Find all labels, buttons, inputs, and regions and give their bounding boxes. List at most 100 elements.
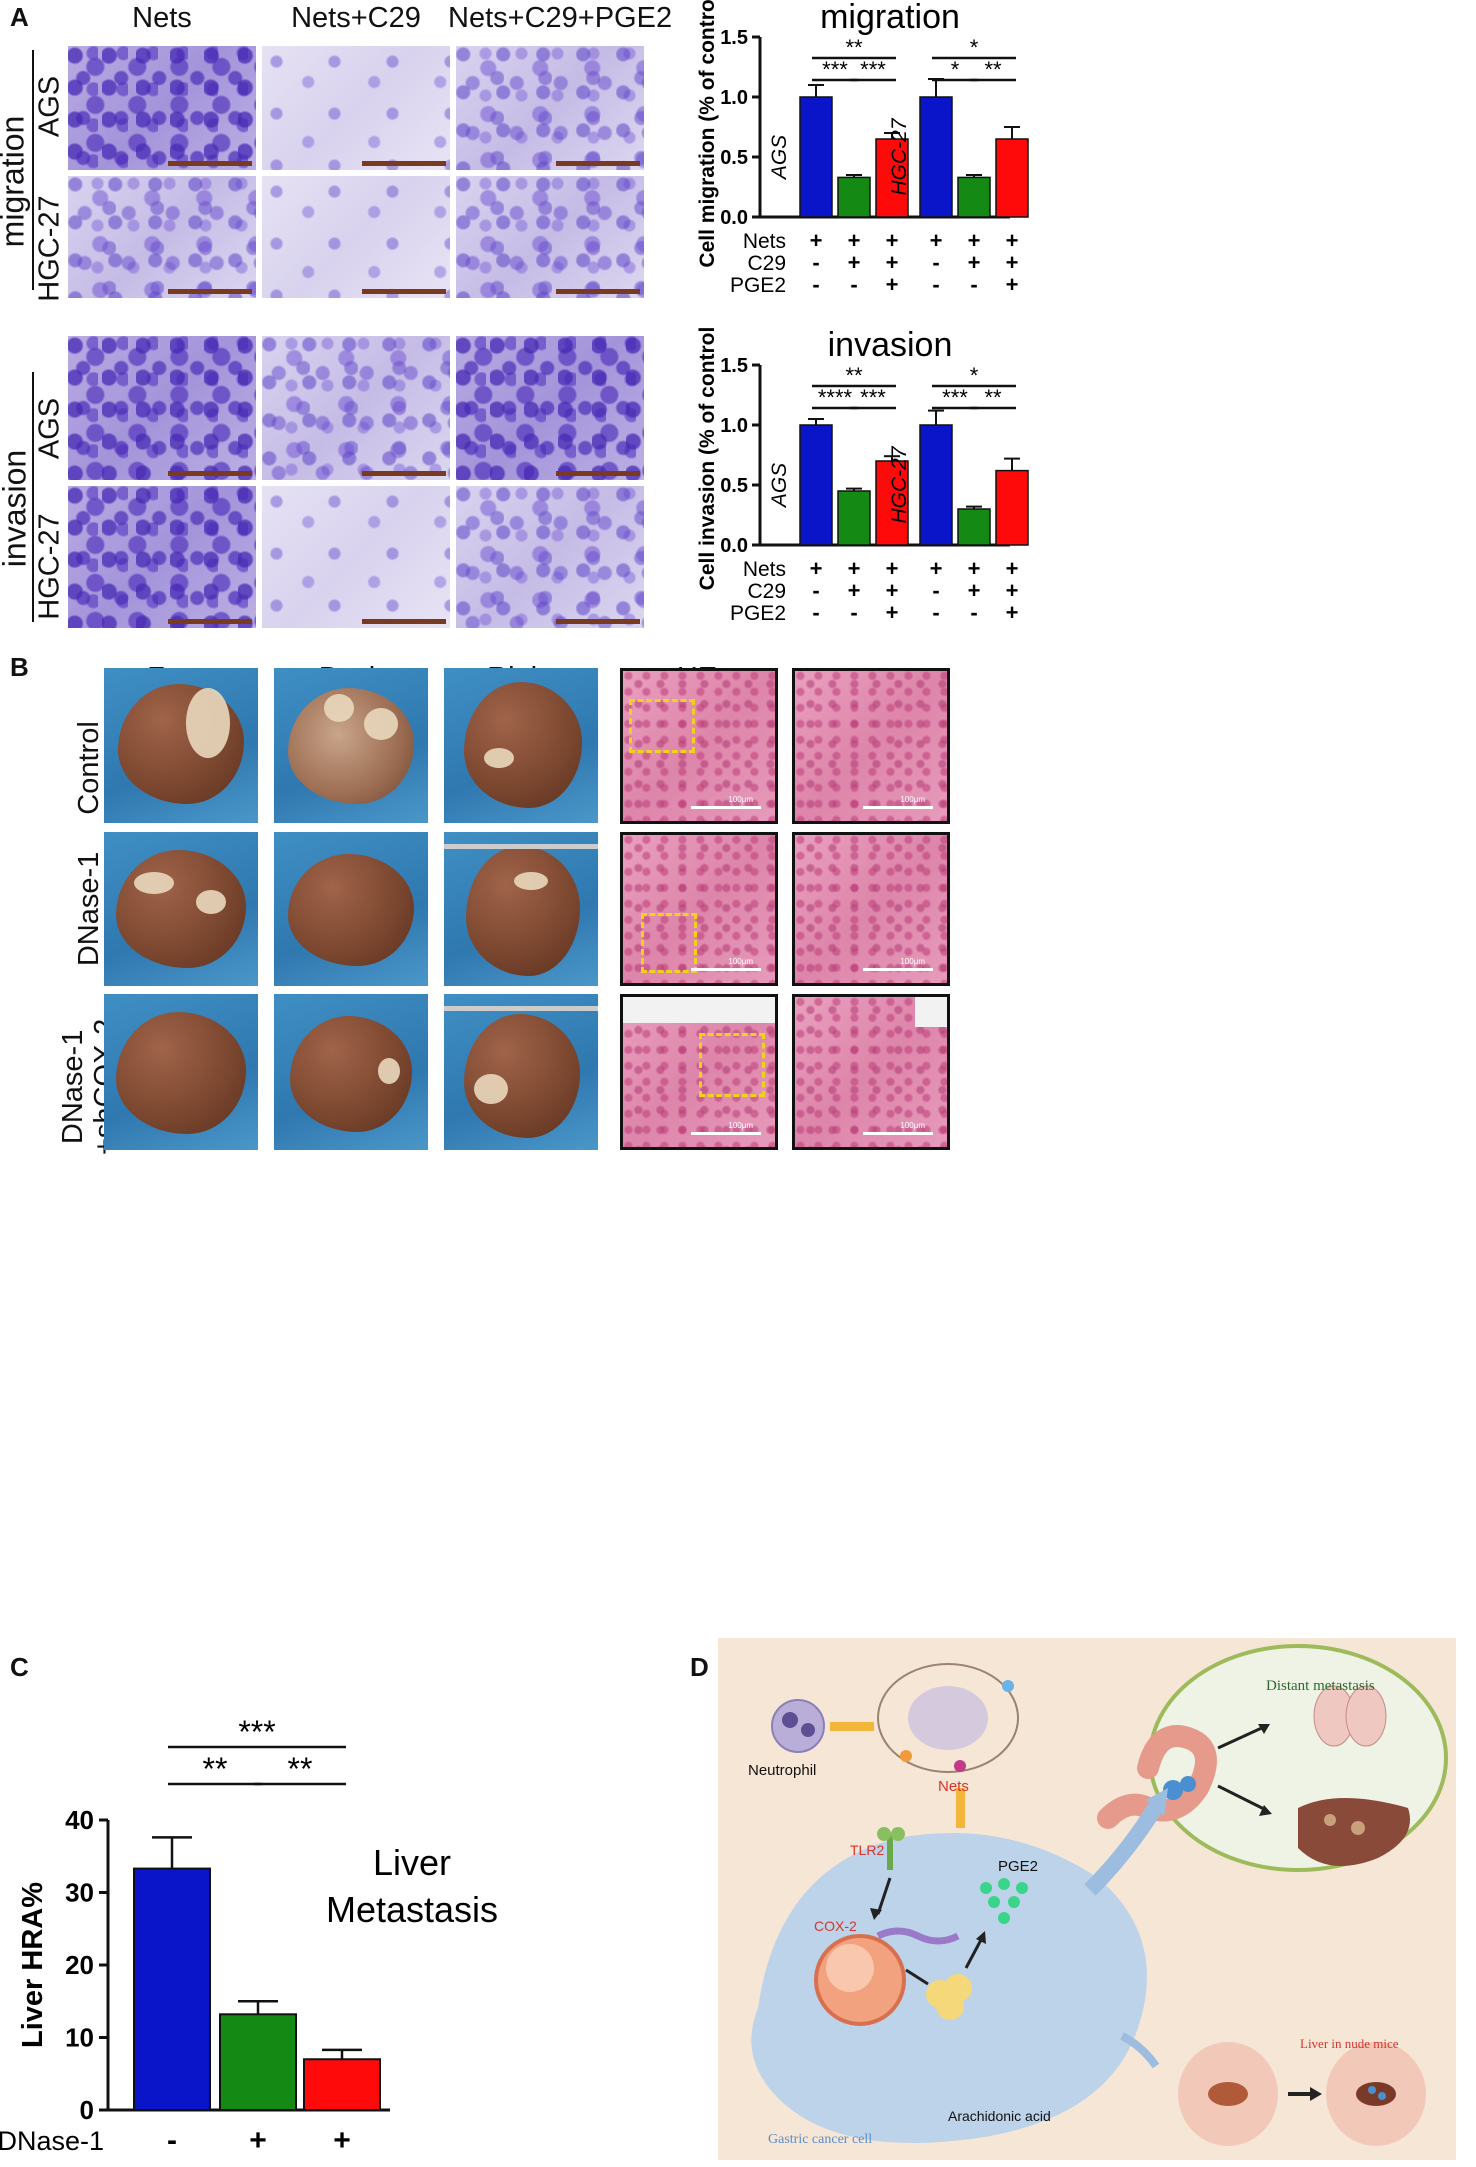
significance-stars: ** [845, 35, 863, 60]
scale-text: 100μm [900, 1121, 925, 1130]
treatment-sign: - [850, 600, 857, 625]
group-label-migration: migration [0, 115, 31, 248]
bar [995, 138, 1029, 218]
annotation-liver: Liver [373, 1842, 451, 1883]
panel-b-letter: B [10, 652, 29, 682]
significance-stars: * [970, 35, 979, 60]
significance-stars: ** [288, 1751, 313, 1787]
treatment-label: C29 [747, 252, 786, 275]
bar [957, 176, 991, 218]
arrow-to-lungs [1217, 1724, 1267, 1750]
significance-stars: *** [860, 57, 886, 82]
label-distant-metastasis: Distant metastasis [1266, 1678, 1375, 1694]
treatment-sign: + [886, 250, 899, 275]
micrograph-invasion-hgc27-nets [68, 486, 256, 628]
y-tick-label: 1.0 [720, 415, 748, 437]
label-neutrophil: Neutrophil [748, 1762, 817, 1779]
treatment-sign: + [968, 578, 981, 603]
liver-photo-control-right [444, 668, 598, 823]
he-image-dnase1-low: 100μm [620, 832, 778, 986]
y-tick-label: 0 [80, 2095, 94, 2125]
y-tick-label: 30 [65, 1878, 94, 1908]
bar [799, 424, 833, 546]
treatment-label: Nets [743, 558, 786, 581]
treatment-sign: + [1006, 228, 1019, 253]
treatment-sign: + [249, 2124, 267, 2157]
scale-text: 100μm [728, 1121, 753, 1130]
treatment-sign: + [886, 600, 899, 625]
cell-line-ags-invasion: AGS [33, 397, 66, 460]
treatment-sign: + [886, 228, 899, 253]
liver-photo-dnase1-right [444, 832, 598, 986]
label-liver-nude-mice: Liver in nude mice [1300, 2036, 1399, 2051]
arrow-to-liver [1217, 1784, 1267, 1812]
micrograph-migration-hgc27-nets [68, 176, 256, 298]
annotation-metastasis: Metastasis [326, 1889, 498, 1930]
significance-stars: * [970, 363, 979, 388]
col-header-nets: Nets [132, 2, 192, 34]
micrograph-invasion-ags-c29 [262, 336, 450, 480]
treatment-sign: + [1006, 272, 1019, 297]
scale-text: 100μm [900, 795, 925, 804]
y-tick-label: 10 [65, 2023, 94, 2053]
significance-stars: *** [822, 57, 848, 82]
bar [957, 508, 991, 546]
group-bracket-invasion [32, 372, 34, 622]
treatment-sign: + [333, 2162, 351, 2167]
bar [837, 176, 871, 218]
chart-liver: Liver HRA%010203040*******DNase-1-++shCO… [0, 1714, 498, 2167]
treatment-sign: + [886, 272, 899, 297]
significance-stars: *** [942, 385, 968, 410]
treatment-sign: - [970, 272, 977, 297]
liver-photo-control-back [274, 668, 428, 823]
liver-photo-shcox2-back [274, 994, 428, 1150]
significance-stars: ** [845, 363, 863, 388]
bar [995, 469, 1029, 546]
micrograph-migration-hgc27-pge2 [456, 176, 644, 298]
he-image-shcox2-high: 100μm [792, 994, 950, 1150]
liver-photo-dnase1-front [104, 832, 258, 986]
micrograph-migration-ags-pge2 [456, 46, 644, 170]
micrograph-migration-ags-nets [68, 46, 256, 170]
micrograph-invasion-hgc27-pge2 [456, 486, 644, 628]
bar [837, 490, 871, 546]
treatment-label: C29 [747, 580, 786, 603]
treatment-sign: - [812, 600, 819, 625]
cell-line-hgc27-migration: HGC-27 [33, 195, 66, 302]
panel-a-letter: A [10, 2, 29, 32]
significance-stars: ** [203, 1751, 228, 1787]
treatment-sign: + [1006, 600, 1019, 625]
treatment-sign: - [812, 578, 819, 603]
significance-stars: *** [860, 385, 886, 410]
treatment-sign: - [970, 600, 977, 625]
y-tick-label: 1.5 [720, 27, 748, 49]
chart-title: invasion [828, 328, 953, 364]
y-tick-label: 0.5 [720, 147, 748, 169]
mechanism-diagram: Neutrophil Nets Distant metastasis TLR2 … [718, 1638, 1456, 2160]
significance-stars: ** [984, 385, 1002, 410]
label-arachidonic-acid: Arachidonic acid [948, 2108, 1051, 2124]
he-image-control-low: 100μm [620, 668, 778, 824]
scale-text: 100μm [900, 957, 925, 966]
group-label: AGS [768, 463, 791, 509]
cox2-enzyme-icon [876, 1927, 960, 1945]
treatment-sign: - [167, 2124, 177, 2157]
micrograph-migration-ags-c29 [262, 46, 450, 170]
label-tlr2: TLR2 [850, 1842, 885, 1858]
bar [919, 96, 953, 218]
y-tick-label: 40 [65, 1805, 94, 1835]
y-tick-label: 0.5 [720, 475, 748, 497]
bar [919, 424, 953, 546]
treatment-sign: - [932, 250, 939, 275]
liver-photo-control-front [104, 668, 258, 823]
group-label: HGC-27 [888, 445, 911, 523]
micrograph-invasion-hgc27-c29 [262, 486, 450, 628]
cell-line-ags-migration: AGS [33, 75, 66, 138]
scale-text: 100μm [728, 795, 753, 804]
mechanism-diagram-svg [751, 1644, 1448, 2146]
metastasis-arrow [1084, 1795, 1167, 1896]
treatment-sign: + [1006, 250, 1019, 275]
treatment-sign: + [886, 556, 899, 581]
group-label: HGC-27 [888, 117, 911, 195]
treatment-sign: - [932, 272, 939, 297]
